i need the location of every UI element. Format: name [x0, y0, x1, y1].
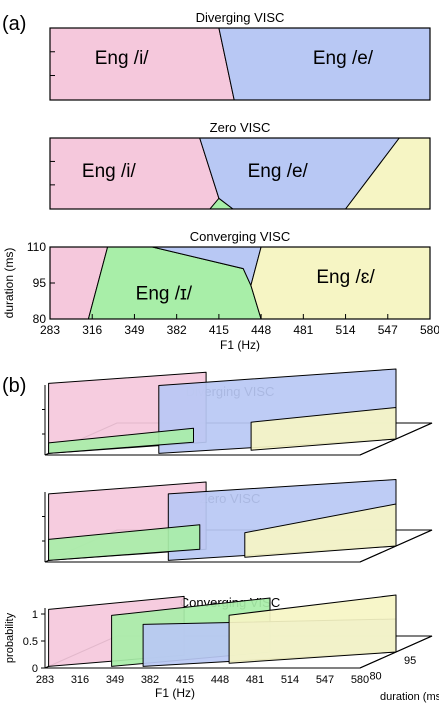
region-label: Eng /e/ [313, 48, 374, 69]
z-tick-label: 0 [32, 663, 38, 675]
x-tick-label: 316 [82, 323, 102, 337]
y-tick-label: 95 [404, 655, 416, 667]
x-tick-label: 415 [176, 674, 194, 686]
y-axis-label: duration (ms) [380, 691, 439, 703]
x-axis-label: F1 (Hz) [155, 686, 195, 700]
y-tick-label: 80 [369, 670, 381, 682]
region-label: Eng /e/ [248, 161, 309, 182]
chart-b-2: Zero VISC [42, 479, 433, 563]
z-tick-label: 1 [32, 609, 38, 621]
y-axis-line [359, 422, 433, 456]
x-tick-label: 316 [71, 674, 89, 686]
x-tick-label: 481 [246, 674, 264, 686]
z-axis-label: probability [4, 612, 16, 663]
x-tick-label: 514 [336, 323, 356, 337]
x-tick-label: 547 [316, 674, 334, 686]
panel-a-label: (a) [2, 13, 26, 35]
chart-a-3: Converging VISC Eng /ɪ/Eng /ɛ/283 316 349 38… [2, 229, 439, 352]
chart-title: Diverging VISC [196, 10, 285, 25]
x-tick-label: 580 [351, 674, 369, 686]
region-label: Eng /ɪ/ [136, 284, 193, 305]
x-tick-label: 349 [106, 674, 124, 686]
plot-frame [49, 27, 431, 101]
region-label: Eng /i/ [95, 48, 150, 69]
chart-b-3: Converging VISC2833163493824154484815145… [4, 594, 439, 703]
x-tick-label: 382 [167, 323, 187, 337]
y-axis-line [359, 635, 433, 669]
x-tick-label: 283 [40, 323, 60, 337]
chart-a-2: Zero VISC Eng /i/Eng /e/ [49, 120, 431, 210]
chart-a-1: Diverging VISC Eng /i/Eng /e/ [49, 10, 431, 101]
z-tick-label: 0.5 [23, 636, 38, 648]
panel-a: Diverging VISC Eng /i/Eng /e/Zero VISC Eng… [2, 10, 439, 352]
surface-I [48, 427, 194, 454]
chart-title: Converging VISC [190, 229, 290, 244]
x-tick-label: 382 [141, 674, 159, 686]
chart-title: Zero VISC [210, 120, 271, 135]
region-label: Eng /ɛ/ [316, 267, 375, 288]
y-axis-line [359, 529, 433, 563]
plot-frame [49, 137, 431, 210]
y-tick-label: 95 [33, 276, 47, 290]
y-tick-label: 110 [27, 240, 46, 254]
x-axis-label: F1 (Hz) [220, 338, 260, 352]
y-axis-label: duration (ms) [2, 248, 16, 319]
panel-b: Diverging VISCZero VISCConverging VISC28… [4, 368, 439, 703]
x-tick-label: 448 [211, 674, 229, 686]
surface-I [48, 524, 201, 561]
chart-b-1: Diverging VISC [42, 368, 433, 456]
x-tick-label: 349 [124, 323, 144, 337]
x-tick-label: 547 [378, 323, 398, 337]
x-tick-label: 481 [293, 323, 313, 337]
x-tick-label: 415 [209, 323, 229, 337]
region-label: Eng /i/ [82, 161, 137, 182]
x-tick-label: 580 [420, 323, 439, 337]
x-tick-label: 448 [251, 323, 271, 337]
x-tick-label: 283 [36, 674, 54, 686]
panel-b-label: (b) [2, 375, 26, 397]
x-tick-label: 514 [281, 674, 299, 686]
y-tick-label: 80 [33, 312, 47, 326]
